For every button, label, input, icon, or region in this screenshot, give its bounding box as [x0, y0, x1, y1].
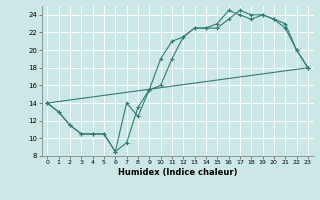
X-axis label: Humidex (Indice chaleur): Humidex (Indice chaleur): [118, 168, 237, 177]
